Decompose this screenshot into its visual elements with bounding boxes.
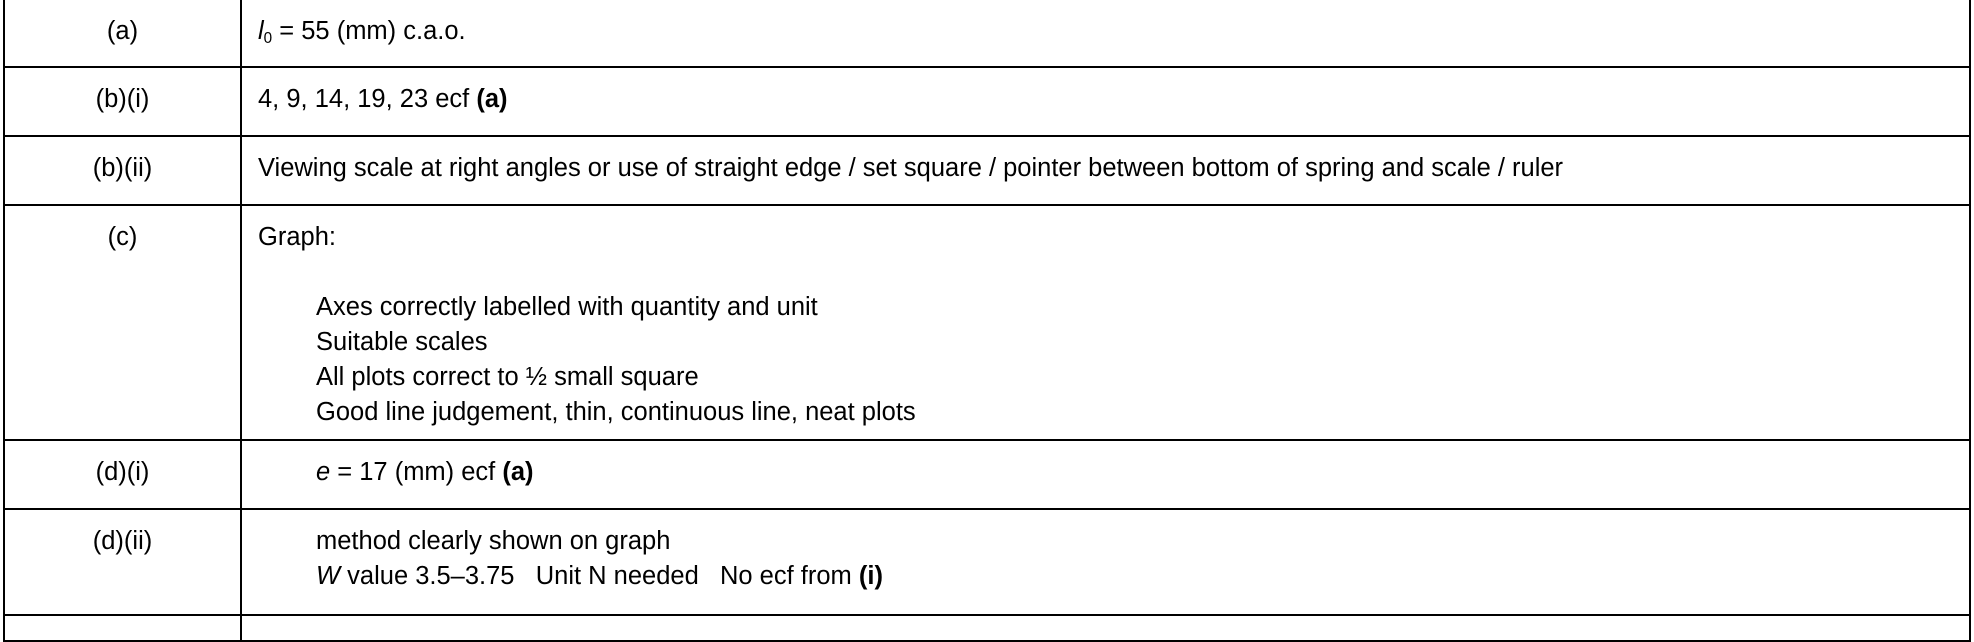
table-row: (c) Graph: Axes correctly labelled with …	[3, 204, 1971, 441]
graph-heading: Graph:	[258, 223, 336, 251]
table-row: (d)(i) e = 17 (mm) ecf (a)	[3, 439, 1971, 510]
answer-text: 4, 9, 14, 19, 23 ecf (a)	[258, 82, 1959, 117]
empty-cell	[240, 614, 1971, 642]
table-row: (b)(ii) Viewing scale at right angles or…	[3, 135, 1971, 206]
table-row: (d)(ii) method clearly shown on graph W …	[3, 508, 1971, 616]
marking-point: All plots correct to ½ small square	[316, 363, 699, 391]
marking-point: Good line judgement, thin, continuous li…	[316, 398, 916, 426]
weight-symbol: W	[316, 562, 341, 590]
marking-point: Suitable scales	[316, 328, 488, 356]
answer-value: = 55 (mm) c.a.o.	[272, 17, 466, 45]
length-symbol: l	[258, 17, 264, 45]
table-row	[3, 614, 1971, 642]
answer-cell: e = 17 (mm) ecf (a)	[240, 439, 1971, 510]
table-row: (b)(i) 4, 9, 14, 19, 23 ecf (a)	[3, 66, 1971, 137]
question-label: (d)(ii)	[3, 508, 242, 616]
bold-reference: (a)	[476, 85, 508, 113]
bold-reference: (a)	[502, 458, 534, 486]
question-label: (b)(i)	[3, 66, 242, 137]
answer-cell: 4, 9, 14, 19, 23 ecf (a)	[240, 66, 1971, 137]
answer-text: W value 3.5–3.75 Unit N needed No ecf fr…	[258, 559, 1959, 594]
answer-text: l0 = 55 (mm) c.a.o.	[258, 14, 1959, 56]
answer-cell: Graph: Axes correctly labelled with quan…	[240, 204, 1971, 441]
answer-text: Viewing scale at right angles or use of …	[258, 154, 1564, 182]
table-row: (a) l0 = 55 (mm) c.a.o.	[3, 0, 1971, 68]
answer-value: value 3.5–3.75 Unit N needed No ecf from	[340, 562, 859, 590]
length-subscript: 0	[263, 29, 273, 47]
answer-cell: Viewing scale at right angles or use of …	[240, 135, 1971, 206]
answer-text: e = 17 (mm) ecf (a)	[258, 455, 1959, 490]
marking-point: Axes correctly labelled with quantity an…	[316, 293, 818, 321]
answer-cell: l0 = 55 (mm) c.a.o.	[240, 0, 1971, 68]
extension-symbol: e	[316, 458, 331, 486]
answer-cell: method clearly shown on graph W value 3.…	[240, 508, 1971, 616]
mark-scheme-table: (a) l0 = 55 (mm) c.a.o. (b)(i) 4, 9, 14,…	[3, 0, 1971, 642]
bold-reference: (i)	[858, 562, 883, 590]
answer-value: 4, 9, 14, 19, 23 ecf	[258, 85, 477, 113]
question-label: (b)(ii)	[3, 135, 242, 206]
question-label: (c)	[3, 204, 242, 441]
question-label: (d)(i)	[3, 439, 242, 510]
answer-value: = 17 (mm) ecf	[330, 458, 503, 486]
method-text: method clearly shown on graph	[316, 527, 671, 555]
empty-cell	[3, 614, 242, 642]
question-label: (a)	[3, 0, 242, 68]
